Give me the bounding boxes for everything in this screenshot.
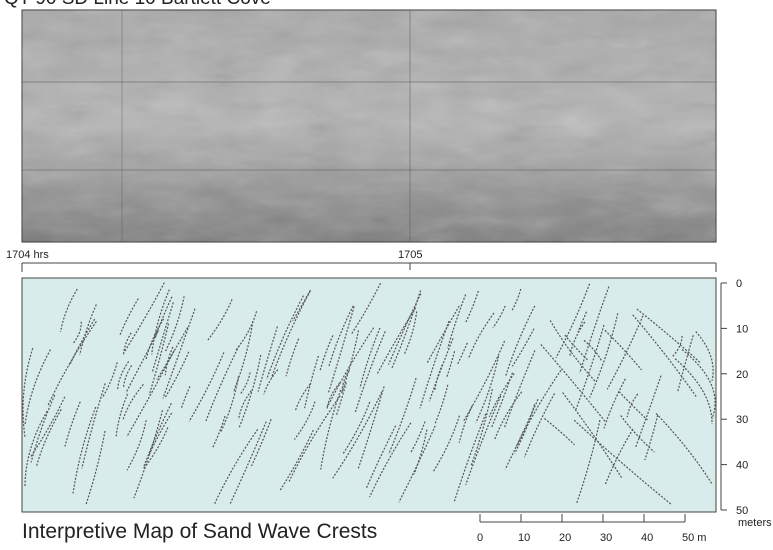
- caption: Interpretive Map of Sand Wave Crests: [22, 520, 377, 543]
- figure: QT 90 SD Line 10 Bartlett Cove 1704 hrs …: [0, 0, 773, 545]
- scale-bar: 0 10 20 30 40 50 m: [477, 514, 706, 544]
- time-label: 1705: [398, 249, 422, 261]
- time-label: 1704 hrs: [6, 249, 49, 261]
- depth-tick-label: 0: [736, 278, 742, 290]
- depth-tick-label: 20: [736, 369, 748, 381]
- scale-tick-label: 50 m: [682, 532, 706, 544]
- map-panel: [22, 278, 716, 512]
- page-title: QT 90 SD Line 10 Bartlett Cove: [4, 0, 271, 9]
- depth-tick-label: 50: [736, 505, 748, 517]
- sonar-image: [22, 10, 716, 242]
- depth-tick-label: 40: [736, 460, 748, 472]
- depth-unit: meters: [738, 517, 772, 529]
- time-axis: 1704 hrs 1705: [6, 249, 716, 272]
- depth-tick-label: 10: [736, 323, 748, 335]
- depth-tick-label: 30: [736, 414, 748, 426]
- scale-tick-label: 0: [477, 532, 483, 544]
- scale-tick-label: 20: [559, 532, 571, 544]
- scale-tick-label: 10: [518, 532, 530, 544]
- depth-axis: 0 10 20 30 40 50: [721, 278, 748, 517]
- scale-tick-label: 40: [641, 532, 653, 544]
- scale-tick-label: 30: [600, 532, 612, 544]
